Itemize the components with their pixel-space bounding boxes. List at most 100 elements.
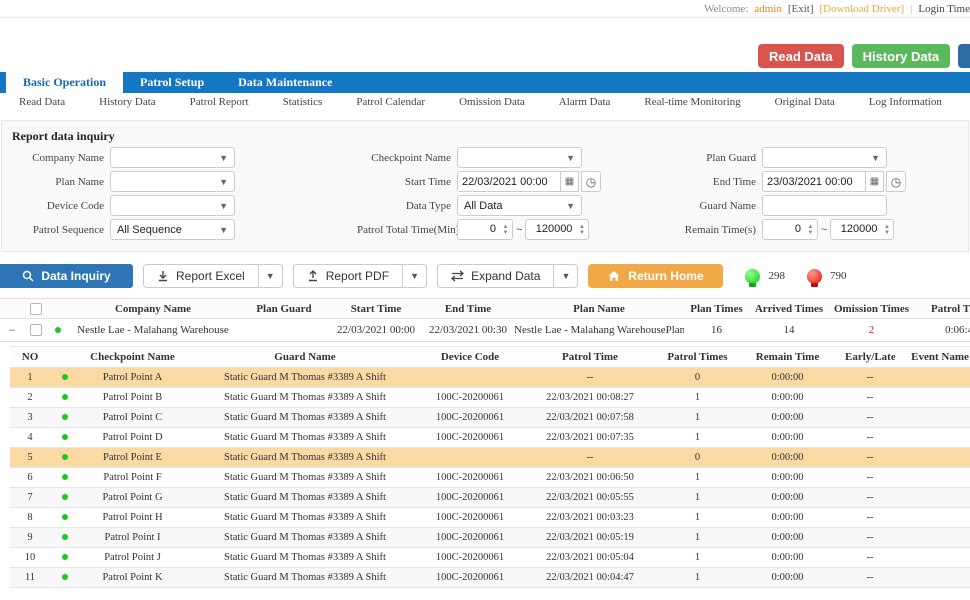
- menu-clear-device-data[interactable]: Clear Device Data: [959, 94, 970, 110]
- device-code-cell: 100C-20200061: [425, 487, 515, 508]
- checkpoint-name-select[interactable]: ▼: [457, 147, 582, 168]
- data-inquiry-button[interactable]: Data Inquiry: [0, 264, 133, 288]
- expand-data-button[interactable]: Expand Data: [438, 265, 553, 287]
- status-dot: [62, 434, 68, 440]
- field-company-name: Company Name ▼: [10, 147, 235, 168]
- clock-icon[interactable]: ◷: [886, 171, 906, 192]
- report-pdf-button[interactable]: Report PDF: [294, 265, 402, 287]
- col-early-late: Early/Late: [845, 346, 895, 368]
- top-bar: Welcome: admin [Exit] [Download Driver] …: [0, 0, 970, 18]
- checkpoint-name-cell: Patrol Point D: [80, 427, 185, 448]
- login-time-link[interactable]: Login Time: [918, 2, 970, 15]
- menu-log-information[interactable]: Log Information: [868, 96, 942, 108]
- tab-patrol-setup[interactable]: Patrol Setup: [140, 75, 205, 89]
- stepper-arrows-icon[interactable]: ▲ ▼: [578, 223, 585, 236]
- patrol-total-max-stepper[interactable]: 120000 ▲ ▼: [525, 219, 590, 240]
- stepper-arrows-icon[interactable]: ▲ ▼: [807, 223, 814, 236]
- return-home-button[interactable]: Return Home: [588, 264, 724, 288]
- early-late-cell: --: [845, 387, 895, 408]
- menu-statistics[interactable]: Statistics: [282, 96, 323, 108]
- detail-row[interactable]: 8 Patrol Point H Static Guard M Thomas #33…: [10, 507, 970, 528]
- tab-data-maintenance[interactable]: Data Maintenance: [238, 75, 333, 89]
- patrol-sequence-select[interactable]: All Sequence ▼: [110, 219, 235, 240]
- data-type-select[interactable]: All Data ▼: [457, 195, 582, 216]
- menu-history-data[interactable]: History Data: [99, 96, 156, 108]
- status-dot: [62, 394, 68, 400]
- detail-row[interactable]: 9 Patrol Point I Static Guard M Thomas #33…: [10, 527, 970, 548]
- patrol-time-cell: 22/03/2021 00:08:27: [515, 387, 665, 408]
- stepper-arrows-icon[interactable]: ▲ ▼: [883, 223, 890, 236]
- field-remain-time: Remain Time(s) 0 ▲ ▼ ~ 120000 ▲ ▼: [662, 219, 895, 240]
- calendar-icon[interactable]: ▦: [561, 171, 579, 192]
- menu-alarm-data[interactable]: Alarm Data: [558, 96, 611, 108]
- read-data-button[interactable]: Read Data: [758, 44, 844, 68]
- patrol-time-cell: 22/03/2021 00:05:04: [515, 547, 665, 568]
- col-company-name: Company Name: [68, 298, 238, 319]
- menu-omission-data[interactable]: Omission Data: [459, 96, 525, 108]
- menu-original-data[interactable]: Original Data: [774, 96, 835, 108]
- tab-basic-operation[interactable]: Basic Operation: [6, 72, 123, 93]
- select-all-header: [24, 298, 48, 319]
- start-time-input[interactable]: 22/03/2021 00:00: [457, 171, 561, 192]
- history-data-button[interactable]: History Data: [851, 44, 951, 68]
- detail-row[interactable]: 3 Patrol Point C Static Guard M Thomas #33…: [10, 407, 970, 428]
- patrol-total-min-stepper[interactable]: 0 ▲ ▼: [457, 219, 513, 240]
- detail-row[interactable]: 10 Patrol Point J Static Guard M Thomas #3…: [10, 547, 970, 568]
- status-dot: [62, 454, 68, 460]
- plan-times-cell: 16: [684, 318, 749, 342]
- exit-link[interactable]: [Exit]: [787, 2, 814, 15]
- clock-icon[interactable]: ◷: [581, 171, 601, 192]
- chevron-down-icon: ▼: [561, 271, 571, 281]
- remain-time-max-stepper[interactable]: 120000 ▲ ▼: [830, 219, 895, 240]
- menu-patrol-calendar[interactable]: Patrol Calendar: [356, 96, 426, 108]
- event-name-cell: [895, 407, 970, 428]
- guard-name-cell: Static Guard M Thomas #3389 A Shift: [185, 367, 425, 388]
- patrol-times-cell: 1: [665, 427, 730, 448]
- menu-realtime-monitoring[interactable]: Real-time Monitoring: [644, 96, 741, 108]
- detail-row[interactable]: 4 Patrol Point D Static Guard M Thomas #33…: [10, 427, 970, 448]
- patrol-report-button[interactable]: Patrol Report: [958, 44, 970, 68]
- expand-column-header: [0, 298, 24, 319]
- status-dot: [62, 494, 68, 500]
- chevron-down-icon: ▼: [219, 152, 228, 163]
- detail-row[interactable]: 7 Patrol Point G Static Guard M Thomas #33…: [10, 487, 970, 508]
- report-excel-button[interactable]: Report Excel: [144, 265, 258, 287]
- menu-read-data[interactable]: Read Data: [19, 96, 66, 108]
- detail-row[interactable]: 11 Patrol Point K Static Guard M Thomas #3…: [10, 567, 970, 588]
- detail-row[interactable]: 6 Patrol Point F Static Guard M Thomas #33…: [10, 467, 970, 488]
- main-tab-bar: Basic Operation Patrol Setup Data Mainte…: [0, 72, 970, 93]
- calendar-icon[interactable]: ▦: [866, 171, 884, 192]
- plan-name-select[interactable]: ▼: [110, 171, 235, 192]
- start-time-label: Start Time: [404, 175, 451, 188]
- patrol-times-cell: 1: [665, 467, 730, 488]
- download-driver-link[interactable]: [Download Driver]: [819, 2, 905, 15]
- checkpoint-name-cell: Patrol Point B: [80, 387, 185, 408]
- collapse-row-button[interactable]: −: [8, 322, 16, 337]
- range-tilde: ~: [516, 223, 523, 236]
- end-time-input[interactable]: 23/03/2021 00:00: [762, 171, 866, 192]
- company-name-select[interactable]: ▼: [110, 147, 235, 168]
- status-dot: [50, 467, 80, 488]
- report-pdf-dropdown[interactable]: ▼: [402, 265, 426, 287]
- device-code-cell: [425, 367, 515, 388]
- detail-row[interactable]: 1 Patrol Point A Static Guard M Thomas #33…: [10, 367, 970, 388]
- plan-guard-select[interactable]: ▼: [762, 147, 887, 168]
- summary-row[interactable]: − Nestle Lae - Malahang Warehouse 22/03/…: [0, 318, 970, 342]
- expand-data-dropdown[interactable]: ▼: [553, 265, 577, 287]
- end-time-label: End Time: [712, 175, 756, 188]
- remain-time-min-stepper[interactable]: 0 ▲ ▼: [762, 219, 818, 240]
- select-all-checkbox[interactable]: [30, 302, 42, 315]
- data-type-value: All Data: [464, 199, 503, 212]
- report-excel-dropdown[interactable]: ▼: [257, 265, 282, 287]
- detail-row[interactable]: 5 Patrol Point E Static Guard M Thomas #33…: [10, 447, 970, 468]
- col-patrol-times: Patrol Times: [665, 346, 730, 368]
- stepper-arrows-icon[interactable]: ▲ ▼: [502, 223, 509, 236]
- row-checkbox[interactable]: [30, 324, 42, 337]
- status-dot: [62, 554, 68, 560]
- guard-name-input[interactable]: [762, 195, 887, 216]
- col-no: NO: [10, 346, 50, 368]
- device-code-select[interactable]: ▼: [110, 195, 235, 216]
- menu-patrol-report[interactable]: Patrol Report: [189, 96, 249, 108]
- detail-row[interactable]: 2 Patrol Point B Static Guard M Thomas #33…: [10, 387, 970, 408]
- remain-time-label: Remain Time(s): [684, 223, 756, 236]
